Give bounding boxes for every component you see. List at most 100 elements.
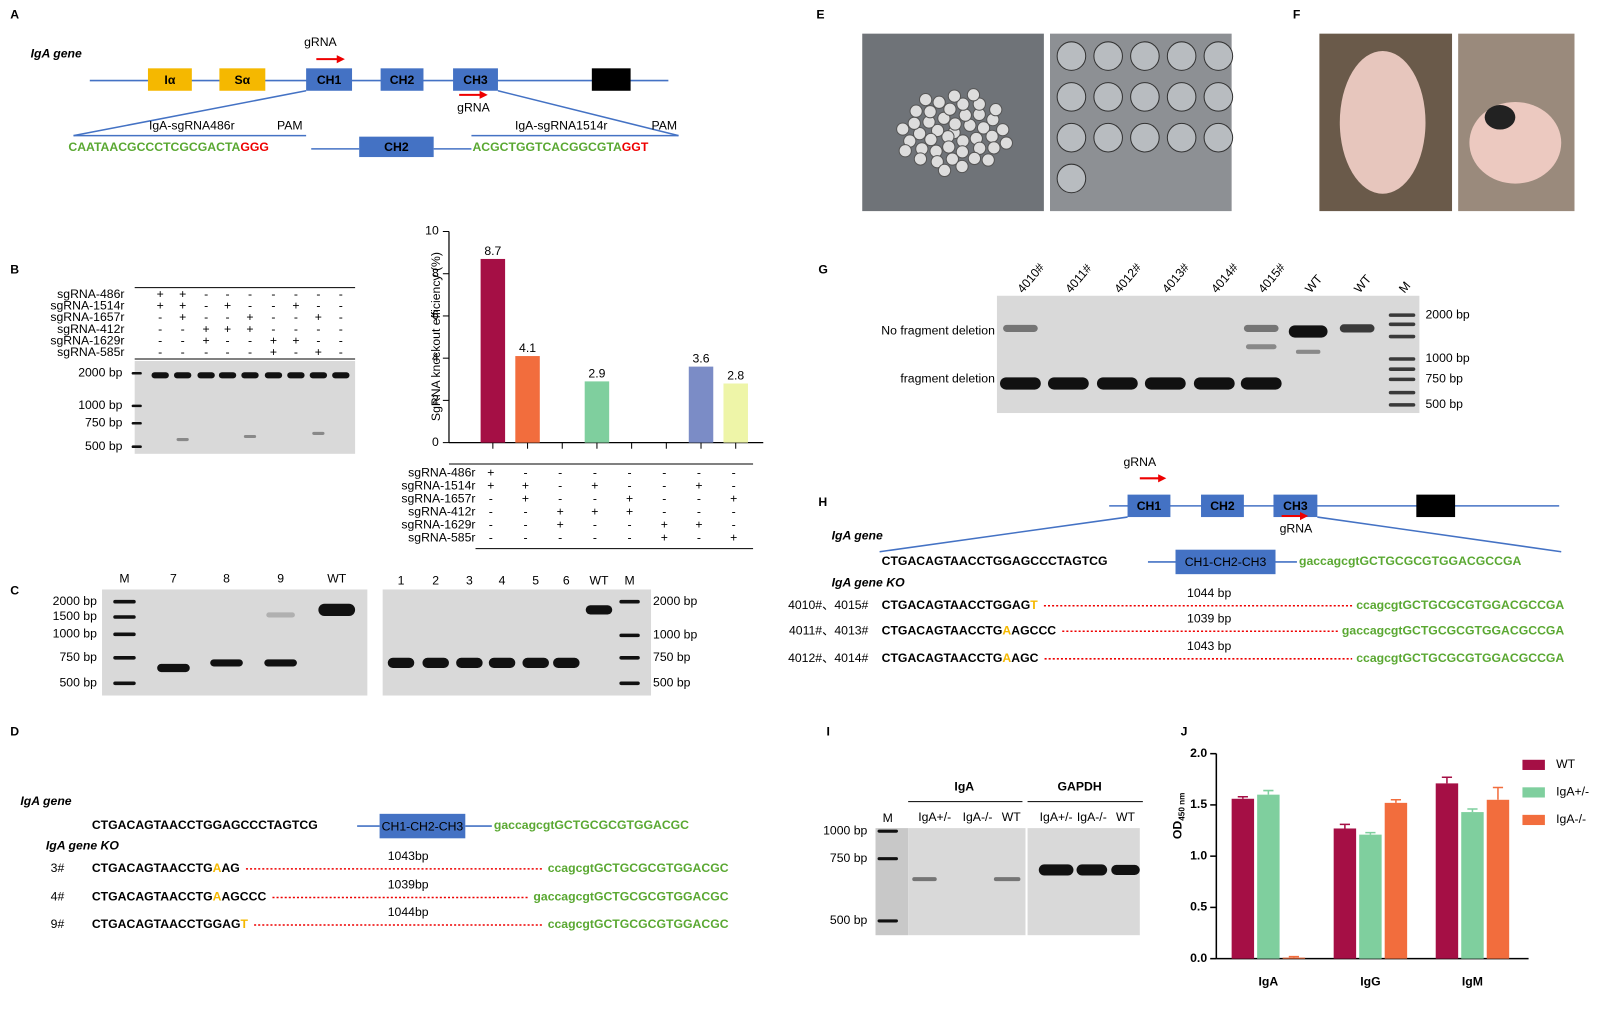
lane-label: WT [327, 572, 347, 586]
clone-id: 3# [51, 861, 65, 875]
value-label: 2.9 [588, 366, 605, 380]
embryo [896, 122, 910, 136]
y-axis-title: SgRNA knockout efficiency (%) [429, 252, 443, 421]
embryo [913, 152, 928, 166]
exon-label: CH2 [1210, 499, 1235, 513]
bar [1333, 828, 1357, 959]
gel-band [332, 372, 350, 379]
gel-band [1076, 864, 1108, 876]
sign: - [204, 299, 208, 313]
clone-id: 4# [51, 890, 65, 904]
sequence-part: AGCCC [221, 890, 266, 904]
sign: - [697, 492, 701, 506]
lane-label: IgA-/- [963, 810, 993, 824]
gel-band [1038, 864, 1074, 876]
band-label: fragment deletion [900, 372, 995, 386]
blastocyst [1166, 82, 1197, 112]
gel-band [113, 599, 136, 604]
y-tick-label: 1.0 [1190, 848, 1207, 862]
lane-label: 4015# [1255, 260, 1288, 295]
sign: - [316, 333, 320, 347]
embryo [932, 95, 946, 109]
gel-band [1003, 324, 1038, 332]
deleted-region [1175, 549, 1276, 575]
sequence-part: AGC [1011, 651, 1038, 665]
sequence-part: ccagcgtGCTGCGCGTGGACGC [548, 861, 729, 875]
sequence: ACGCTGGTCACGGCGTAGGT [472, 140, 648, 154]
legend-label: IgA-/- [1556, 812, 1586, 826]
lane-label: 1 [398, 574, 405, 588]
sign: - [339, 345, 343, 359]
sign: + [224, 322, 231, 336]
lane-label: 8 [223, 572, 230, 586]
sign: + [591, 505, 598, 519]
group-label: IgA [954, 780, 974, 794]
gel-band [113, 681, 136, 686]
sequence: CTGACAGTAACCTGAAG [92, 861, 240, 875]
lane-label: WT [1351, 272, 1374, 296]
sign: + [661, 518, 668, 532]
lane-label: 4013# [1159, 260, 1192, 295]
clone-id: 4011#、4013# [789, 624, 869, 638]
y-axis-title: OD450 nm [1171, 793, 1187, 839]
bar [480, 258, 506, 443]
sign: + [315, 345, 322, 359]
legend-swatch [1522, 787, 1545, 798]
exon-label: Sα [235, 73, 251, 87]
sequence-part: AG [221, 861, 239, 875]
gel-band [1243, 324, 1279, 332]
marker-label: 1500 bp [53, 609, 97, 623]
sign: - [294, 322, 298, 336]
sign: - [339, 310, 343, 324]
panel-label: C [10, 584, 19, 598]
sign: + [730, 531, 737, 545]
error-bar [1467, 808, 1478, 813]
marker-label: 2000 bp [1426, 307, 1470, 321]
embryo [937, 163, 952, 178]
sign: - [489, 531, 493, 545]
sequence-part: GGG [240, 140, 269, 154]
sequence-part: A [213, 861, 222, 875]
sgrna-label: sgRNA-412r [408, 505, 475, 519]
gel-band [318, 603, 356, 616]
value-label: 4.1 [519, 341, 536, 355]
sign: - [294, 287, 298, 301]
gel-band [264, 659, 297, 667]
y-tick-label: 0 [432, 435, 439, 449]
sign: - [294, 345, 298, 359]
exon-label: CH2 [390, 73, 415, 87]
connector [73, 90, 307, 137]
sign: - [558, 465, 562, 479]
deletion-size: 1039 bp [1187, 611, 1231, 625]
exon [1127, 494, 1171, 518]
gel-band [176, 438, 189, 442]
error-bar [1441, 776, 1453, 784]
gel-band [131, 421, 142, 425]
sign: - [662, 505, 666, 519]
lane-label: IgA-/- [1077, 810, 1107, 824]
blastocyst [1093, 82, 1123, 112]
gel-band [1388, 403, 1416, 407]
gel-band [1388, 313, 1416, 317]
blastocyst [1093, 41, 1123, 71]
gel-band [877, 919, 898, 923]
sign: - [339, 287, 343, 301]
sign: - [248, 333, 252, 347]
gel-band [210, 659, 243, 667]
sequence: CAATAACGCCCTCGCGACTAGGG [68, 140, 269, 154]
bar [688, 366, 714, 443]
lane-label: 6 [563, 574, 570, 588]
marker-label: 500 bp [1426, 397, 1464, 411]
gel-band [422, 657, 449, 668]
sequence-part: CTGACAGTAACCTG [882, 624, 1003, 638]
blastocyst [1203, 122, 1234, 153]
exon [1201, 494, 1244, 518]
lane-label: WT [1002, 810, 1022, 824]
gel-band [131, 445, 142, 448]
marker-label: 500 bp [830, 913, 868, 927]
ko-label: IgA gene KO [46, 839, 119, 853]
sequence-part: CTGACAGTAACCTGGAG [92, 917, 241, 931]
gel-band [264, 372, 283, 379]
x-tick-label: IgM [1462, 974, 1483, 988]
sign: + [557, 518, 564, 532]
